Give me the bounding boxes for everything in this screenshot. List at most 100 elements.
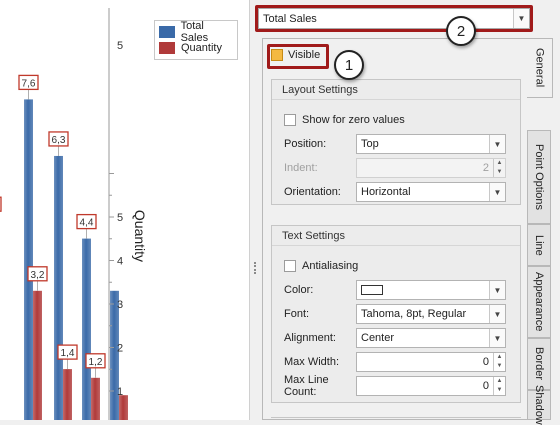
properties-panel: Visible Layout Settings Show for zero va… [262, 38, 528, 420]
orientation-row: Orientation: [284, 182, 356, 202]
point-label-box [85, 353, 106, 369]
tab-line[interactable]: Line [527, 224, 551, 266]
indent-value: 2 [482, 162, 489, 174]
max-width-label: Max Width: [284, 356, 340, 368]
tab-line-label: Line [533, 234, 545, 256]
highlight-visible-checkbox [267, 44, 329, 69]
visible-checkbox[interactable]: Visible [271, 49, 320, 61]
callout-1-text: 1 [344, 56, 354, 74]
tab-appearance-label: Appearance [533, 272, 545, 332]
orientation-dropdown-icon[interactable]: ▼ [489, 183, 505, 201]
point-label-box [48, 131, 69, 147]
color-select[interactable]: ▼ [356, 280, 506, 300]
series-select-value: Total Sales [263, 12, 317, 25]
max-line-count-row: Max Line Count: [284, 374, 356, 398]
show-zero-values-checkbox[interactable]: Show for zero values [284, 110, 405, 130]
max-width-value: 0 [482, 356, 489, 368]
point-label-box [57, 344, 78, 360]
max-width-spinner[interactable]: 0 ▲ ▼ [356, 352, 506, 372]
tab-point-options-label: Point Options [533, 143, 545, 211]
show-zero-values-label: Show for zero values [302, 114, 405, 126]
indent-row: Indent: [284, 158, 356, 178]
indent-spinner: 2 ▲ ▼ [356, 158, 506, 178]
text-settings-group: Text Settings Antialiasing Color: ▼ Font… [271, 225, 521, 403]
position-dropdown-icon[interactable]: ▼ [489, 135, 505, 153]
tab-general-label: General [533, 48, 546, 88]
max-line-count-spin-arrows[interactable]: ▲ ▼ [493, 377, 505, 395]
bar-total-sales-4 [110, 290, 119, 420]
bar-quantity-3 [91, 377, 100, 420]
alignment-value: Center [361, 332, 395, 344]
color-dropdown-icon[interactable]: ▼ [489, 281, 505, 299]
orientation-value: Horizontal [361, 186, 411, 198]
antialiasing-checkbox[interactable]: Antialiasing [284, 256, 358, 276]
callout-2-text: 2 [456, 22, 466, 40]
color-label: Color: [284, 284, 314, 296]
text-settings-title: Text Settings [272, 226, 520, 246]
axis-tick-label: 2 [117, 343, 123, 355]
callout-1: 1 [334, 50, 364, 80]
axis-tick-label: 5 [117, 212, 123, 224]
max-line-count-label: Max Line Count: [284, 374, 329, 398]
splitter[interactable] [250, 0, 260, 420]
tab-appearance[interactable]: Appearance [527, 266, 551, 338]
point-label-text: 1,2 [89, 357, 103, 368]
legend-item-quantity: Quantity [159, 40, 233, 56]
tab-shadow[interactable]: Shadow [527, 385, 551, 425]
color-row: Color: [284, 280, 356, 300]
tab-general[interactable]: General [527, 38, 553, 98]
orientation-select[interactable]: Horizontal ▼ [356, 182, 506, 202]
alignment-select[interactable]: Center ▼ [356, 328, 506, 348]
point-label-text: 4,4 [80, 218, 94, 229]
position-select[interactable]: Top ▼ [356, 134, 506, 154]
bar-total-sales-2 [54, 155, 63, 420]
max-line-count-spinner[interactable]: 0 ▲ ▼ [356, 376, 506, 396]
axis-title: Quantity [132, 209, 148, 263]
alignment-row: Alignment: [284, 328, 356, 348]
bar-quantity-1 [33, 290, 42, 420]
point-label-text: 7,6 [22, 78, 36, 89]
point-label-box [76, 213, 97, 230]
font-row: Font: [284, 304, 356, 324]
next-group-edge [271, 417, 521, 421]
tab-border[interactable]: Border [527, 338, 551, 390]
point-label-box [27, 266, 48, 282]
font-dropdown-icon[interactable]: ▼ [489, 305, 505, 323]
max-width-spin-arrows[interactable]: ▲ ▼ [493, 353, 505, 371]
axis-tick-label: 4 [117, 256, 123, 268]
position-value: Top [361, 138, 379, 150]
bar-total-sales-3 [82, 238, 91, 420]
bar-quantity-2 [63, 369, 72, 420]
point-label-text: 6,3 [52, 135, 66, 146]
bar-total-sales-1 [24, 99, 33, 420]
visible-checkbox-label: Visible [288, 49, 321, 61]
axis-tick-label: 1 [117, 386, 123, 398]
highlight-series-select [255, 5, 533, 32]
max-width-row: Max Width: [284, 352, 356, 372]
indent-label: Indent: [284, 162, 318, 174]
chart-legend: Total Sales Quantity [154, 20, 238, 60]
tab-point-options[interactable]: Point Options [527, 130, 551, 224]
antialiasing-box[interactable] [284, 260, 296, 272]
point-label-box [0, 196, 2, 212]
bar-quantity-4 [119, 395, 128, 420]
position-label: Position: [284, 138, 327, 150]
legend-label-quantity: Quantity [181, 42, 222, 54]
legend-label-total-sales: Total Sales [180, 20, 209, 44]
alignment-label: Alignment: [284, 332, 336, 344]
position-row: Position: [284, 134, 356, 154]
font-label: Font: [284, 308, 310, 320]
antialiasing-label: Antialiasing [302, 260, 359, 272]
tab-border-label: Border [533, 347, 545, 381]
series-select-dropdown-icon[interactable]: ▼ [513, 9, 529, 28]
visible-checkbox-box[interactable] [271, 49, 283, 61]
show-zero-values-box[interactable] [284, 114, 296, 126]
alignment-dropdown-icon[interactable]: ▼ [489, 329, 505, 347]
splitter-grip[interactable] [254, 262, 256, 274]
point-label-text: 1,4 [61, 348, 75, 359]
font-select[interactable]: Tahoma, 8pt, Regular ▼ [356, 304, 506, 324]
indent-spin-arrows: ▲ ▼ [493, 159, 505, 177]
max-line-count-value: 0 [482, 380, 489, 392]
layout-settings-title: Layout Settings [272, 80, 520, 100]
